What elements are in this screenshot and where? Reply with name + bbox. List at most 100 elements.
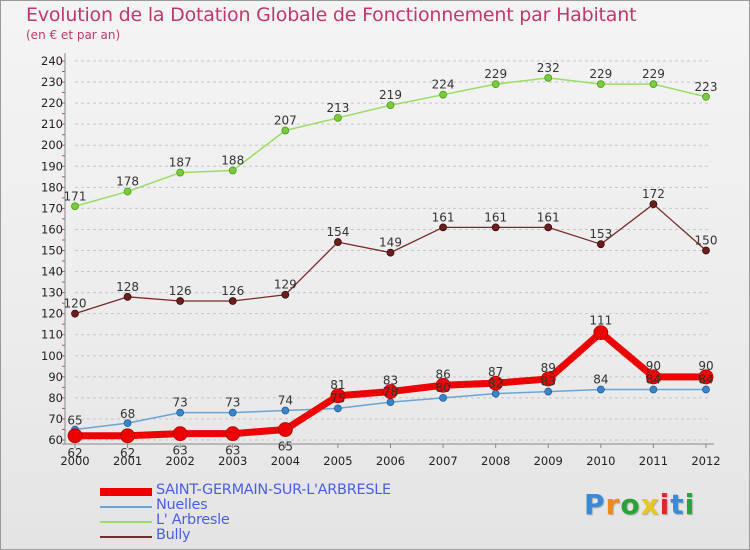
data-label: 161 (537, 210, 560, 224)
data-point (334, 113, 342, 122)
data-point (439, 393, 447, 402)
x-tick-label: 2008 (481, 454, 510, 468)
data-point (439, 90, 447, 99)
data-point (544, 223, 553, 232)
data-label: 188 (221, 153, 244, 167)
data-label: 171 (64, 189, 87, 203)
y-tick-label: 200 (41, 138, 63, 152)
data-label: 75 (330, 391, 345, 405)
data-label: 153 (589, 227, 612, 241)
data-point (698, 369, 714, 385)
data-label: 84 (593, 372, 608, 386)
data-label: 84 (698, 372, 713, 386)
data-label: 81 (330, 378, 345, 392)
data-point (646, 369, 661, 385)
data-label: 178 (116, 175, 139, 189)
data-label: 84 (646, 372, 661, 386)
y-tick-label: 60 (48, 433, 63, 447)
data-label: 128 (116, 280, 139, 294)
x-tick-label: 2005 (323, 454, 352, 468)
data-point (702, 246, 710, 255)
y-tick-label: 110 (41, 328, 63, 342)
tick-labels: 6070809010011012013014015016017018019020… (41, 54, 721, 468)
logo-letter: i (659, 488, 671, 521)
proxiti-logo: Proxiti (584, 488, 695, 521)
data-point (649, 80, 658, 89)
data-point (593, 325, 609, 341)
data-point (123, 187, 132, 196)
x-tick-label: 2010 (586, 454, 615, 468)
data-label: 126 (169, 284, 192, 298)
data-point (71, 309, 79, 318)
data-point (120, 428, 135, 444)
data-point (228, 408, 237, 417)
data-label: 65 (278, 439, 293, 453)
data-point (649, 200, 658, 209)
data-label: 68 (120, 407, 135, 421)
data-point (596, 385, 605, 394)
legend-label: Bully (156, 527, 191, 543)
chart-title: Evolution de la Dotation Globale de Fonc… (26, 4, 637, 26)
data-point (228, 166, 237, 175)
data-point (176, 297, 185, 305)
data-point (439, 223, 447, 232)
x-tick-label: 2002 (166, 454, 195, 468)
x-tick-label: 2001 (113, 454, 142, 468)
data-point (649, 385, 658, 394)
data-point (334, 404, 342, 413)
data-point (176, 168, 185, 177)
y-tick-label: 170 (41, 201, 63, 215)
data-point (334, 238, 342, 246)
data-label: 224 (432, 78, 455, 92)
data-label: 126 (221, 284, 244, 298)
legend-label: SAINT-GERMAIN-SUR-L'ARBRESLE (156, 482, 391, 498)
y-tick-label: 70 (48, 412, 63, 426)
data-point (123, 419, 132, 428)
legend-swatch (100, 506, 152, 508)
data-label: 90 (698, 359, 713, 373)
data-point (386, 398, 395, 407)
data-label: 63 (225, 444, 240, 458)
axes (62, 53, 714, 448)
data-point (544, 73, 553, 82)
logo-letter: P (584, 488, 606, 521)
data-label: 65 (67, 413, 82, 427)
data-label: 120 (64, 297, 87, 311)
data-label: 82 (488, 377, 503, 391)
y-tick-label: 240 (41, 54, 63, 68)
data-label: 89 (541, 361, 556, 375)
y-tick-label: 140 (41, 265, 63, 279)
data-label: 87 (488, 365, 503, 379)
data-label: 219 (379, 88, 402, 102)
x-tick-label: 2006 (376, 454, 405, 468)
data-label: 150 (695, 234, 718, 248)
data-point (330, 388, 346, 404)
data-point (491, 389, 500, 398)
data-label: 86 (435, 367, 450, 381)
y-tick-label: 120 (41, 307, 63, 321)
logo-letter: i (684, 488, 696, 521)
x-tick-label: 2007 (428, 454, 457, 468)
y-tick-label: 130 (41, 286, 63, 300)
data-label: 73 (173, 396, 188, 410)
legend-label: L' Arbresle (156, 512, 230, 528)
x-tick-label: 2011 (639, 454, 668, 468)
data-point (123, 292, 132, 301)
data-label: 90 (646, 359, 661, 373)
logo-letter: t (670, 488, 685, 521)
data-label: 74 (278, 394, 293, 408)
x-tick-label: 2009 (534, 454, 563, 468)
data-point (596, 80, 605, 89)
data-label: 154 (326, 225, 349, 239)
legend-swatch (100, 488, 152, 496)
data-point (383, 384, 398, 399)
data-point (277, 422, 293, 437)
data-label: 111 (589, 314, 612, 328)
logo-letter: r (605, 488, 621, 521)
x-tick-label: 2000 (60, 454, 89, 468)
logo-letter: o (620, 488, 641, 521)
y-tick-label: 90 (48, 370, 63, 384)
data-label: 223 (695, 80, 718, 94)
data-label: 187 (169, 156, 192, 170)
